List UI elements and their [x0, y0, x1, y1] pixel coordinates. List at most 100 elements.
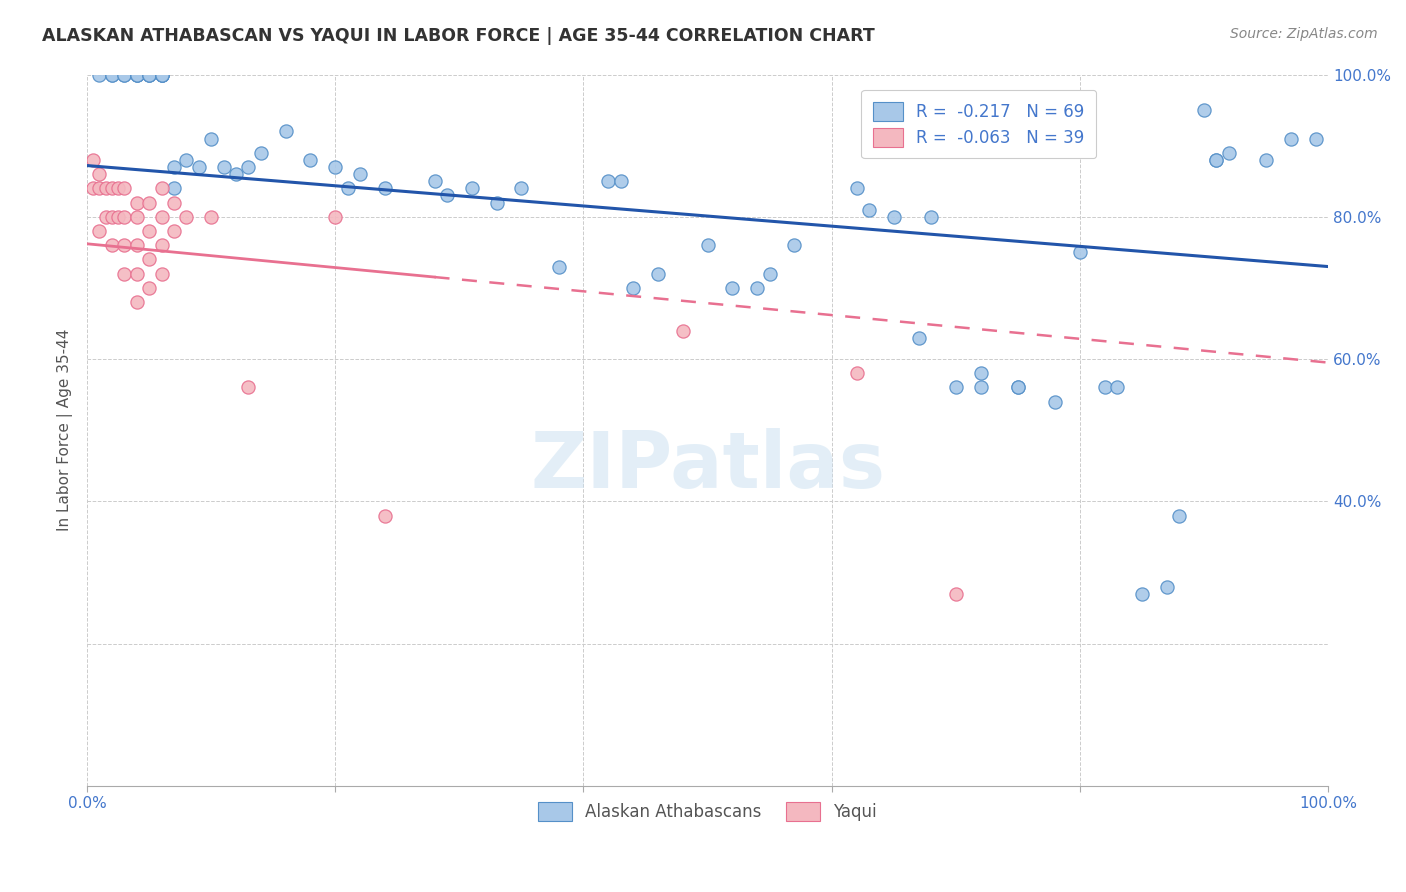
Point — [969, 366, 991, 380]
Point — [225, 167, 247, 181]
Point — [212, 160, 235, 174]
Point — [125, 68, 148, 82]
Point — [163, 160, 186, 174]
Point — [112, 68, 135, 82]
Point — [94, 181, 117, 195]
Point — [89, 181, 111, 195]
Point — [1218, 145, 1240, 160]
Point — [374, 508, 396, 523]
Point — [138, 68, 160, 82]
Point — [547, 260, 569, 274]
Point — [609, 174, 631, 188]
Y-axis label: In Labor Force | Age 35-44: In Labor Force | Age 35-44 — [58, 329, 73, 532]
Point — [1192, 103, 1215, 117]
Point — [238, 380, 260, 394]
Point — [647, 267, 669, 281]
Point — [150, 210, 173, 224]
Point — [747, 281, 769, 295]
Point — [907, 331, 929, 345]
Point — [101, 68, 124, 82]
Point — [176, 210, 198, 224]
Point — [299, 153, 322, 167]
Point — [89, 68, 111, 82]
Point — [1069, 245, 1091, 260]
Point — [138, 195, 160, 210]
Point — [969, 380, 991, 394]
Point — [621, 281, 644, 295]
Point — [1168, 508, 1191, 523]
Point — [150, 181, 173, 195]
Point — [1130, 587, 1153, 601]
Point — [200, 210, 222, 224]
Point — [176, 153, 198, 167]
Point — [150, 68, 173, 82]
Point — [187, 160, 209, 174]
Point — [1043, 394, 1066, 409]
Point — [696, 238, 718, 252]
Point — [1205, 153, 1227, 167]
Text: ALASKAN ATHABASCAN VS YAQUI IN LABOR FORCE | AGE 35-44 CORRELATION CHART: ALASKAN ATHABASCAN VS YAQUI IN LABOR FOR… — [42, 27, 875, 45]
Point — [82, 181, 104, 195]
Point — [783, 238, 806, 252]
Point — [323, 210, 346, 224]
Point — [858, 202, 880, 217]
Point — [1156, 580, 1178, 594]
Point — [485, 195, 508, 210]
Point — [423, 174, 446, 188]
Point — [758, 267, 780, 281]
Point — [125, 238, 148, 252]
Point — [1305, 131, 1327, 145]
Point — [138, 68, 160, 82]
Point — [89, 167, 111, 181]
Point — [125, 68, 148, 82]
Point — [163, 195, 186, 210]
Point — [163, 181, 186, 195]
Point — [101, 68, 124, 82]
Point — [1254, 153, 1277, 167]
Point — [150, 68, 173, 82]
Point — [883, 210, 905, 224]
Legend: Alaskan Athabascans, Yaqui: Alaskan Athabascans, Yaqui — [524, 789, 890, 834]
Text: Source: ZipAtlas.com: Source: ZipAtlas.com — [1230, 27, 1378, 41]
Point — [945, 587, 967, 601]
Point — [920, 210, 942, 224]
Point — [112, 267, 135, 281]
Point — [436, 188, 458, 202]
Point — [250, 145, 273, 160]
Point — [945, 380, 967, 394]
Point — [101, 210, 124, 224]
Point — [845, 181, 868, 195]
Point — [125, 267, 148, 281]
Point — [94, 210, 117, 224]
Point — [125, 295, 148, 310]
Point — [138, 252, 160, 267]
Point — [125, 68, 148, 82]
Point — [101, 238, 124, 252]
Point — [238, 160, 260, 174]
Point — [1279, 131, 1302, 145]
Point — [150, 68, 173, 82]
Point — [374, 181, 396, 195]
Point — [112, 181, 135, 195]
Point — [1205, 153, 1227, 167]
Point — [721, 281, 744, 295]
Point — [1007, 380, 1029, 394]
Point — [1094, 380, 1116, 394]
Point — [125, 195, 148, 210]
Point — [150, 267, 173, 281]
Point — [672, 324, 695, 338]
Point — [125, 210, 148, 224]
Point — [845, 366, 868, 380]
Text: ZIPatlas: ZIPatlas — [530, 428, 886, 504]
Point — [510, 181, 533, 195]
Point — [274, 124, 297, 138]
Point — [82, 153, 104, 167]
Point — [138, 224, 160, 238]
Point — [323, 160, 346, 174]
Point — [112, 238, 135, 252]
Point — [107, 181, 129, 195]
Point — [598, 174, 620, 188]
Point — [138, 281, 160, 295]
Point — [461, 181, 484, 195]
Point — [150, 238, 173, 252]
